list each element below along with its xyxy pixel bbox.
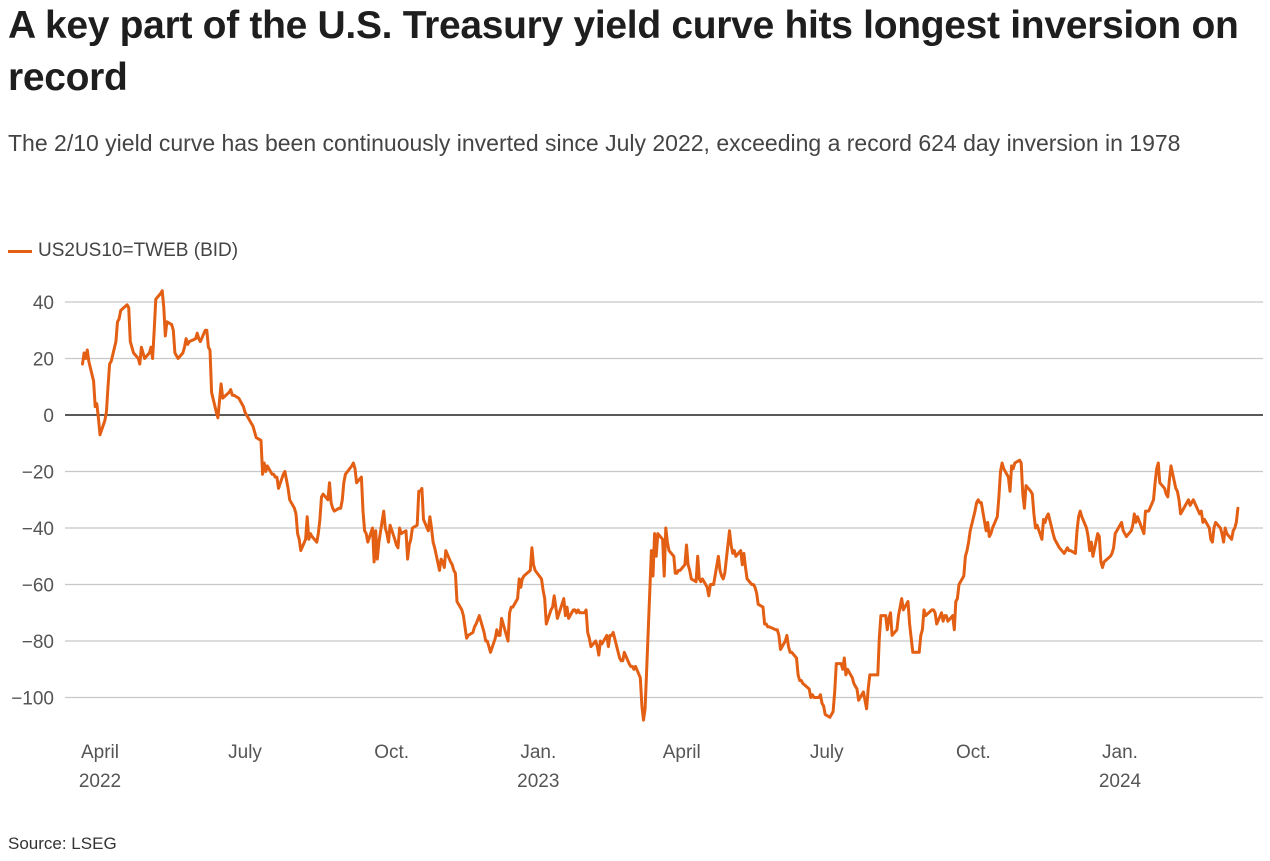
x-tick-label: Jan. [520,742,556,763]
x-tick-label: Jan. [1102,742,1138,763]
x-tick-year-label: 2022 [79,771,121,792]
legend: US2US10=TWEB (BID) [8,236,238,266]
legend-swatch [8,249,32,253]
x-tick-label: July [228,742,262,763]
y-tick-label: 40 [33,293,54,314]
y-tick-label: −80 [22,632,54,653]
x-tick-year-label: 2023 [517,771,559,792]
chart-title: A key part of the U.S. Treasury yield cu… [8,4,1239,99]
series-line-us2us10 [81,289,1240,722]
series-layer [81,289,1240,722]
y-tick-label: 0 [43,406,54,427]
y-tick-label: −40 [22,519,54,540]
source-note: Source: LSEG [8,834,117,853]
chart-subtitle: The 2/10 yield curve has been continuous… [8,130,1181,156]
x-tick-year-label: 2024 [1099,771,1142,792]
y-axis: 40 20 0 −20 −40 −60 −80 −100 [11,293,54,710]
x-axis: April 2022 July Oct. Jan. 2023 April July Oct. Ja… [79,742,1142,792]
y-tick-label: −60 [22,576,54,597]
y-tick-label: −100 [11,689,54,710]
x-tick-label: Oct. [374,742,409,763]
legend-label: US2US10=TWEB (BID) [38,240,239,261]
y-tick-label: −20 [22,463,54,484]
x-tick-label: July [810,742,844,763]
grid-layer [65,301,1263,699]
y-tick-label: 20 [33,350,54,371]
x-tick-label: April [663,742,701,763]
x-tick-label: Oct. [956,742,991,763]
x-tick-label: April [81,742,119,763]
